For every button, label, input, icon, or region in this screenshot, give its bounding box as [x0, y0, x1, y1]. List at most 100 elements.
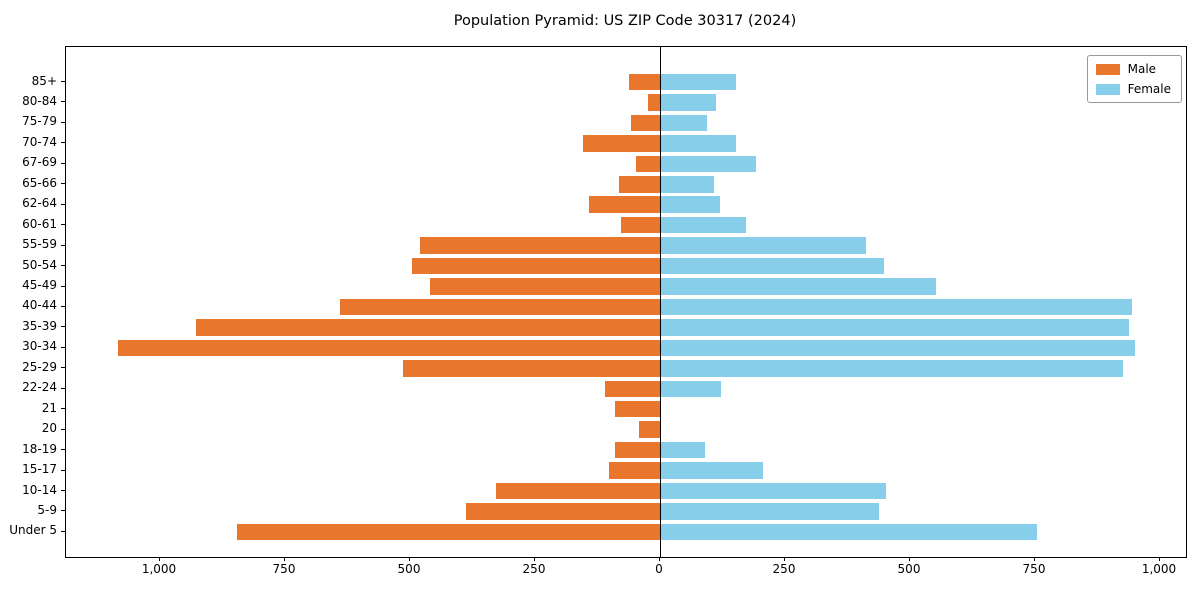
female-bar: [660, 135, 736, 152]
legend-item-male: Male: [1095, 62, 1171, 76]
female-bar: [660, 196, 720, 213]
x-tick-mark: [408, 557, 410, 561]
y-tick-mark: [61, 346, 65, 348]
male-bar: [465, 503, 660, 520]
y-tick-mark: [61, 326, 65, 328]
x-tick-label: 1,000: [141, 562, 177, 576]
y-tick-label: 10-14: [22, 482, 57, 497]
male-bar: [340, 298, 660, 316]
y-tick-label: 21: [41, 400, 57, 415]
male-bar: [639, 421, 660, 438]
male-bar: [619, 176, 660, 193]
female-bar: [660, 380, 721, 397]
y-tick-label: 18-19: [22, 441, 57, 456]
y-tick-mark: [61, 101, 65, 103]
y-tick-label: 5-9: [37, 502, 57, 517]
plot-area: Male Female: [65, 46, 1187, 558]
male-bar: [614, 441, 660, 459]
y-tick-label: 65-66: [22, 175, 57, 190]
y-tick-mark: [61, 285, 65, 287]
y-tick-mark: [61, 203, 65, 205]
male-color-swatch: [1095, 63, 1120, 75]
y-tick-label: 40-44: [22, 298, 57, 313]
female-color-swatch: [1095, 83, 1120, 95]
female-bar: [660, 482, 886, 500]
x-tick-label: 750: [272, 562, 296, 576]
y-tick-mark: [61, 449, 65, 451]
y-tick-label: 80-84: [22, 93, 57, 108]
chart-title: Population Pyramid: US ZIP Code 30317 (2…: [453, 13, 797, 29]
female-bar: [660, 94, 716, 111]
y-tick-label: 45-49: [22, 278, 57, 292]
female-bar: [660, 237, 866, 254]
y-tick-mark: [61, 81, 65, 82]
male-bar: [604, 380, 660, 397]
y-tick-label: 20: [41, 421, 57, 436]
female-bar: [660, 257, 884, 275]
x-tick-mark: [908, 557, 910, 561]
male-bar: [402, 360, 660, 377]
y-tick-mark: [61, 265, 65, 267]
x-tick-label: 500: [897, 562, 921, 576]
y-tick-mark: [61, 162, 65, 164]
x-tick-mark: [658, 557, 660, 561]
y-tick-mark: [61, 387, 65, 389]
legend: Male Female: [1086, 55, 1182, 103]
y-tick-label: 30-34: [22, 339, 57, 354]
male-bar: [196, 319, 660, 336]
zero-axis-line: [659, 47, 661, 557]
y-tick-mark: [61, 183, 65, 185]
female-bar: [660, 462, 763, 479]
male-bar: [630, 114, 660, 132]
male-bar: [635, 155, 660, 173]
x-tick-mark: [158, 557, 160, 561]
y-tick-label: 60-61: [22, 216, 57, 231]
female-bar: [660, 503, 879, 520]
female-bar: [660, 216, 746, 234]
x-tick-label: 500: [397, 562, 421, 576]
male-bar: [496, 482, 660, 500]
female-bar: [660, 114, 707, 132]
female-bar: [660, 176, 714, 193]
y-tick-label: 50-54: [22, 257, 57, 272]
female-bar: [660, 360, 1123, 377]
x-tick-mark: [283, 557, 285, 561]
male-bar: [588, 196, 660, 213]
y-tick-mark: [61, 408, 65, 410]
x-tick-label: 0: [655, 562, 663, 576]
y-tick-label: 25-29: [22, 359, 57, 374]
legend-item-female: Female: [1095, 82, 1171, 96]
y-tick-mark: [61, 121, 65, 123]
y-tick-mark: [61, 490, 65, 491]
y-tick-label: Under 5: [9, 523, 57, 538]
x-tick-label: 250: [522, 562, 546, 576]
y-tick-label: 35-39: [22, 318, 57, 333]
y-tick-label: 70-74: [22, 134, 57, 149]
male-bar: [430, 278, 660, 295]
female-bar: [660, 298, 1132, 316]
female-bar: [660, 278, 936, 295]
y-tick-mark: [61, 244, 65, 246]
x-tick-label: 1,000: [1141, 562, 1177, 576]
male-bar: [629, 73, 660, 91]
y-tick-label: 85+: [31, 73, 57, 88]
male-bar: [582, 135, 660, 152]
male-bar: [647, 94, 660, 111]
x-tick-mark: [533, 557, 535, 561]
x-tick-mark: [1158, 557, 1160, 561]
female-bar: [660, 523, 1037, 541]
y-tick-label: 67-69: [22, 155, 57, 170]
female-bar: [660, 441, 705, 459]
y-tick-mark: [61, 142, 65, 144]
male-bar: [117, 339, 660, 357]
x-tick-mark: [783, 557, 785, 561]
y-tick-mark: [61, 367, 65, 369]
male-bar: [420, 237, 660, 254]
female-bar: [660, 73, 736, 91]
y-tick-mark: [61, 510, 65, 512]
y-tick-label: 15-17: [22, 462, 57, 477]
y-tick-label: 75-79: [22, 114, 57, 129]
x-tick-label: 250: [772, 562, 796, 576]
x-tick-label: 750: [1022, 562, 1046, 576]
